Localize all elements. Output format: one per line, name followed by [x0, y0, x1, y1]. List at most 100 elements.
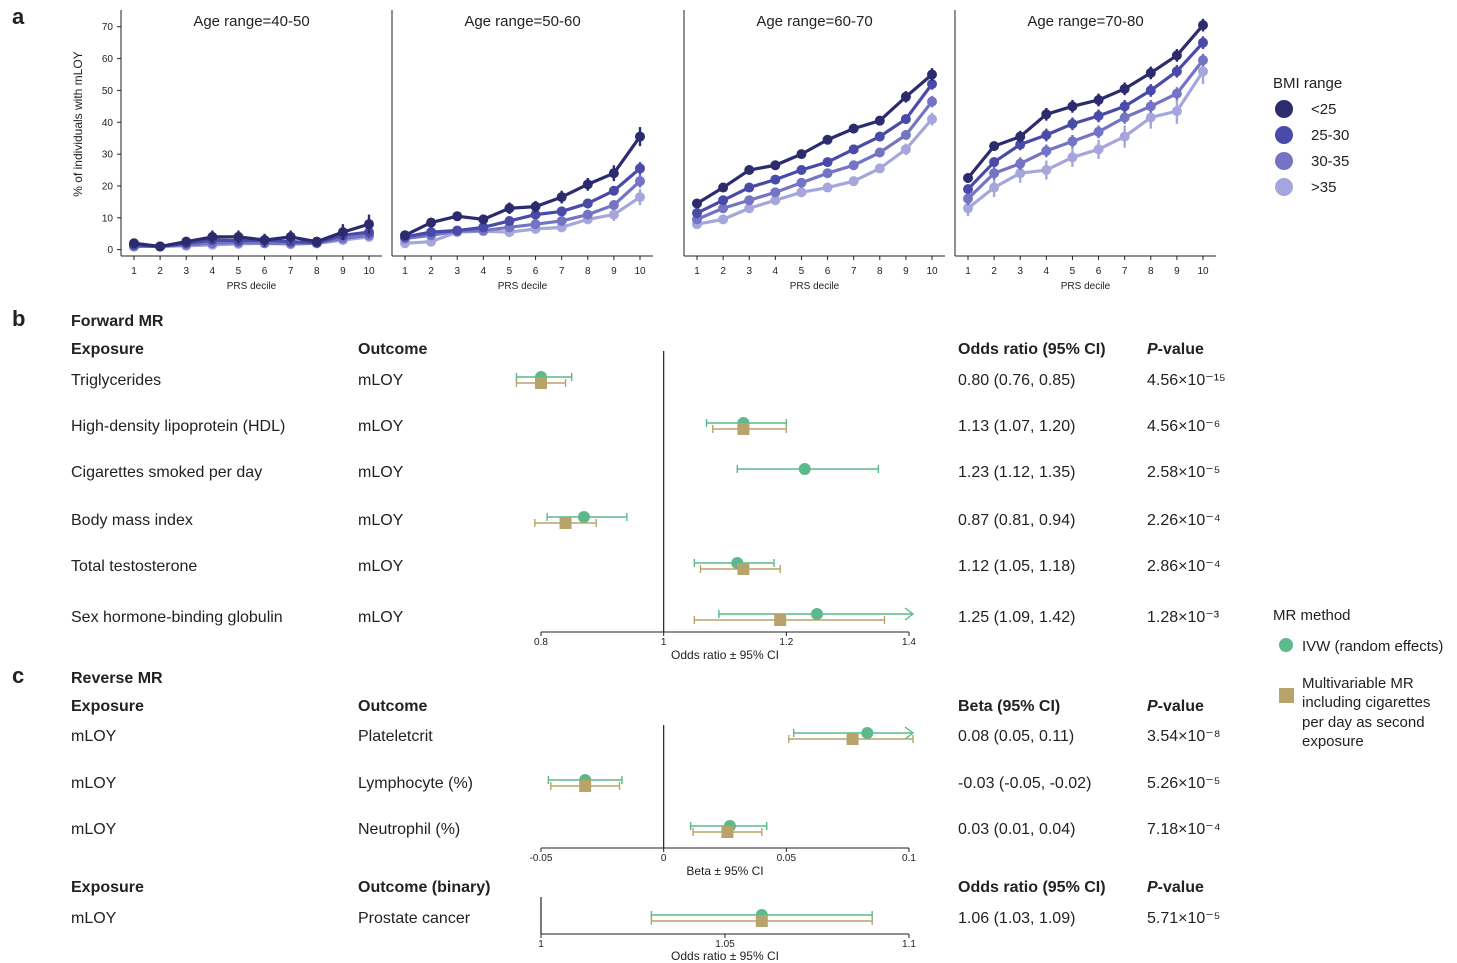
bmi-legend-marker: [1275, 178, 1293, 196]
ivw-point: [798, 463, 811, 475]
facet-3: Age range=60-70 1 2 3 4 5 6 7 8 9 10 PRS decile: [683, 10, 945, 292]
x-tick-label: 1: [965, 266, 971, 277]
data-point: [848, 123, 859, 134]
panel-label-c: c: [12, 663, 24, 688]
x-tick-label: 3: [183, 266, 189, 277]
reverse-mr-title: Reverse MR: [71, 670, 163, 687]
data-point: [155, 241, 166, 252]
forward-mr-row-exposure: High-density lipoprotein (HDL): [71, 418, 285, 435]
x-tick-label: 1.4: [902, 637, 916, 648]
bmi-legend-label: <25: [1311, 101, 1336, 118]
data-point: [1119, 83, 1130, 94]
panel-b-rows: Triglycerides mLOY 0.80 (0.76, 0.85) 4.56×1…: [71, 372, 1226, 626]
data-point: [1171, 66, 1182, 77]
data-point: [337, 227, 348, 238]
forward-mr-row-estimate: 1.23 (1.12, 1.35): [958, 464, 1075, 481]
bmi-legend-marker: [1275, 126, 1293, 144]
x-tick-label: 1.2: [779, 637, 793, 648]
series-line: [404, 195, 641, 245]
y-tick-label: 20: [102, 181, 114, 192]
data-point: [770, 174, 781, 185]
panel-c-forest-plot: -0.05 0 0.05 0.1 Beta ± 95% CI: [530, 725, 916, 878]
series-line: [133, 222, 370, 249]
x-tick-label: 9: [1174, 266, 1180, 277]
x-tick-label: 6: [533, 266, 539, 277]
data-point: [635, 176, 645, 187]
forward-mr-row-p-value: 2.86×10⁻⁴: [1147, 558, 1221, 575]
data-point: [770, 160, 781, 171]
data-point: [1041, 109, 1052, 120]
reverse-mr-binary-row-exposure: mLOY: [71, 910, 117, 927]
reverse-mr-row-outcome: Plateletcrit: [358, 728, 433, 745]
series-3: [692, 95, 937, 225]
forward-mr-row-p-value: 1.28×10⁻³: [1147, 609, 1220, 626]
data-point: [285, 231, 296, 242]
data-point: [1041, 165, 1052, 176]
forward-mr-row-exposure: Total testosterone: [71, 558, 197, 575]
x-tick-label: 5: [507, 266, 513, 277]
x-tick-label: 3: [1017, 266, 1023, 277]
facet-title: Age range=60-70: [756, 13, 872, 30]
series-line: [404, 135, 642, 237]
data-point: [504, 215, 515, 226]
data-point: [718, 195, 729, 206]
reverse-mr-row-exposure: mLOY: [71, 821, 117, 838]
data-point: [1145, 67, 1156, 78]
series-1: [692, 68, 937, 209]
data-point: [822, 168, 833, 179]
x-tick-label: 4: [481, 266, 487, 277]
data-point: [744, 182, 755, 193]
panel-label-b: b: [12, 306, 25, 331]
data-point: [582, 179, 593, 190]
forward-mr-row-exposure: Triglycerides: [71, 372, 161, 389]
x-tick-label: 3: [454, 266, 460, 277]
forward-mr-row-estimate: 0.80 (0.76, 0.85): [958, 372, 1075, 389]
forward-mr-row-p-value: 2.58×10⁻⁵: [1147, 464, 1220, 481]
x-tick-label: 1: [538, 939, 544, 950]
data-point: [556, 206, 567, 217]
data-point: [927, 69, 937, 80]
facet-xlabel: PRS decile: [227, 281, 277, 292]
reverse-mr-row-estimate: 0.03 (0.01, 0.04): [958, 821, 1075, 838]
bmi-legend: BMI range <25 25-30 30-35 >35: [1273, 75, 1349, 196]
bmi-legend-label: 25-30: [1311, 127, 1349, 144]
y-tick-label: 0: [107, 245, 113, 256]
forward-mr-row-p-value: 4.56×10⁻⁶: [1147, 418, 1220, 435]
mvmr-point: [846, 733, 859, 745]
data-point: [744, 195, 755, 206]
data-point: [963, 193, 973, 204]
x-tick-label: 0.05: [777, 853, 797, 864]
series-line: [966, 24, 1205, 180]
forward-mr-row-p-value: 4.56×10⁻¹⁵: [1147, 372, 1226, 389]
data-point: [556, 215, 567, 226]
series-line: [966, 59, 1205, 200]
mvmr-legend-label-3: per day as second: [1302, 714, 1425, 731]
bmi-legend-marker: [1275, 152, 1293, 170]
mvmr-point: [559, 517, 572, 529]
data-point: [874, 147, 885, 158]
mvmr-point: [737, 423, 750, 435]
data-point: [1093, 110, 1104, 121]
ci-arrow: [904, 607, 915, 621]
series-line: [967, 70, 1205, 210]
data-point: [608, 209, 619, 220]
x-tick-label: 9: [340, 266, 346, 277]
data-point: [796, 177, 807, 188]
x-tick-label: 1: [402, 266, 408, 277]
panel-c-outcome-header: Outcome: [358, 698, 427, 715]
facet-xlabel: PRS decile: [1061, 281, 1111, 292]
forward-mr-row-outcome: mLOY: [358, 609, 404, 626]
mvmr-point: [774, 614, 787, 626]
data-point: [927, 114, 937, 125]
data-point: [556, 192, 567, 203]
data-point: [874, 163, 885, 174]
reverse-mr-row-outcome: Neutrophil (%): [358, 821, 460, 838]
panel-c-binary-exposure-header: Exposure: [71, 879, 144, 896]
data-point: [718, 203, 729, 214]
data-point: [900, 91, 911, 102]
data-point: [1067, 152, 1078, 163]
data-point: [1171, 106, 1182, 117]
data-point: [1198, 20, 1208, 31]
data-point: [874, 131, 885, 142]
